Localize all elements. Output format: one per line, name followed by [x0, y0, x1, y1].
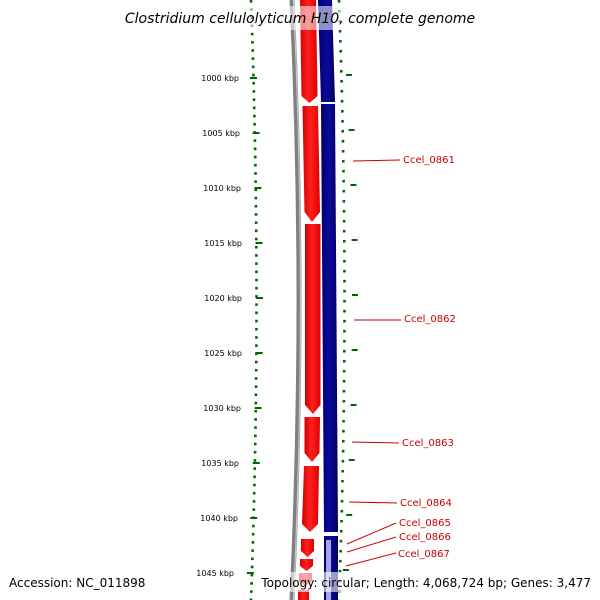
ruler-tick-label: 1020 kbp — [204, 294, 242, 303]
gene-label-ccel-0864[interactable]: Ccel_0864 — [400, 498, 452, 509]
gene-label-ccel-0861[interactable]: Ccel_0861 — [403, 155, 455, 166]
ruler-tick-labels: 1000 kbp 1005 kbp 1010 kbp 1015 kbp 1020… — [196, 74, 242, 578]
ruler-tick-label: 1030 kbp — [203, 404, 241, 413]
gene-label-ccel-0865[interactable]: Ccel_0865 — [399, 518, 451, 529]
gene-label-ccel-0866[interactable]: Ccel_0866 — [399, 532, 451, 543]
inner-dotted-ruler — [337, 0, 346, 600]
forward-feature-6 — [301, 539, 314, 557]
gene-label-ccel-0862[interactable]: Ccel_0862 — [404, 314, 456, 325]
gene-connector-ccel-0861 — [352, 159, 401, 162]
forward-feature-7 — [300, 559, 313, 571]
forward-feature-2 — [302, 106, 320, 222]
gene-labels: Ccel_0861 Ccel_0862 Ccel_0863 Ccel_0864 … — [398, 155, 456, 560]
gene-connector-ccel-0867 — [345, 552, 397, 567]
footer-backdrop — [258, 572, 594, 592]
ruler-tick-label: 1025 kbp — [204, 349, 242, 358]
gene-connector-ccel-0865 — [346, 522, 397, 545]
forward-feature-5 — [302, 466, 319, 532]
gene-connector-ccel-0863 — [351, 441, 400, 444]
reverse-feature-2 — [321, 104, 338, 532]
forward-feature-4 — [304, 417, 320, 462]
forward-feature-9 — [298, 590, 309, 600]
genome-backbone-highlight — [292, 0, 302, 600]
ruler-tick-label: 1045 kbp — [196, 569, 234, 578]
gene-label-ccel-0863[interactable]: Ccel_0863 — [402, 438, 454, 449]
forward-feature-3 — [305, 224, 321, 414]
ruler-tick-label: 1035 kbp — [201, 459, 239, 468]
outer-dotted-ruler — [249, 0, 258, 600]
reverse-strand-features — [318, 0, 338, 600]
ruler-ticks-left — [246, 77, 263, 574]
gene-label-ccel-0867[interactable]: Ccel_0867 — [398, 549, 450, 560]
ruler-ticks-right — [342, 74, 358, 571]
gene-connector-ccel-0866 — [346, 536, 397, 553]
ruler-tick-label: 1005 kbp — [202, 129, 240, 138]
title-backdrop — [126, 6, 474, 30]
genome-backbone — [289, 0, 302, 600]
ruler-tick-label: 1040 kbp — [200, 514, 238, 523]
ruler-tick-label: 1010 kbp — [203, 184, 241, 193]
map-title: Clostridium cellulolyticum H10, complete… — [125, 11, 475, 27]
ruler-tick-label: 1015 kbp — [204, 239, 242, 248]
accession-text: Accession: NC_011898 — [9, 576, 145, 590]
ruler-tick-label: 1000 kbp — [201, 74, 239, 83]
gene-label-connectors — [345, 159, 401, 567]
genome-summary-text: Topology: circular; Length: 4,068,724 bp… — [260, 576, 591, 590]
gene-connector-ccel-0864 — [348, 501, 398, 504]
